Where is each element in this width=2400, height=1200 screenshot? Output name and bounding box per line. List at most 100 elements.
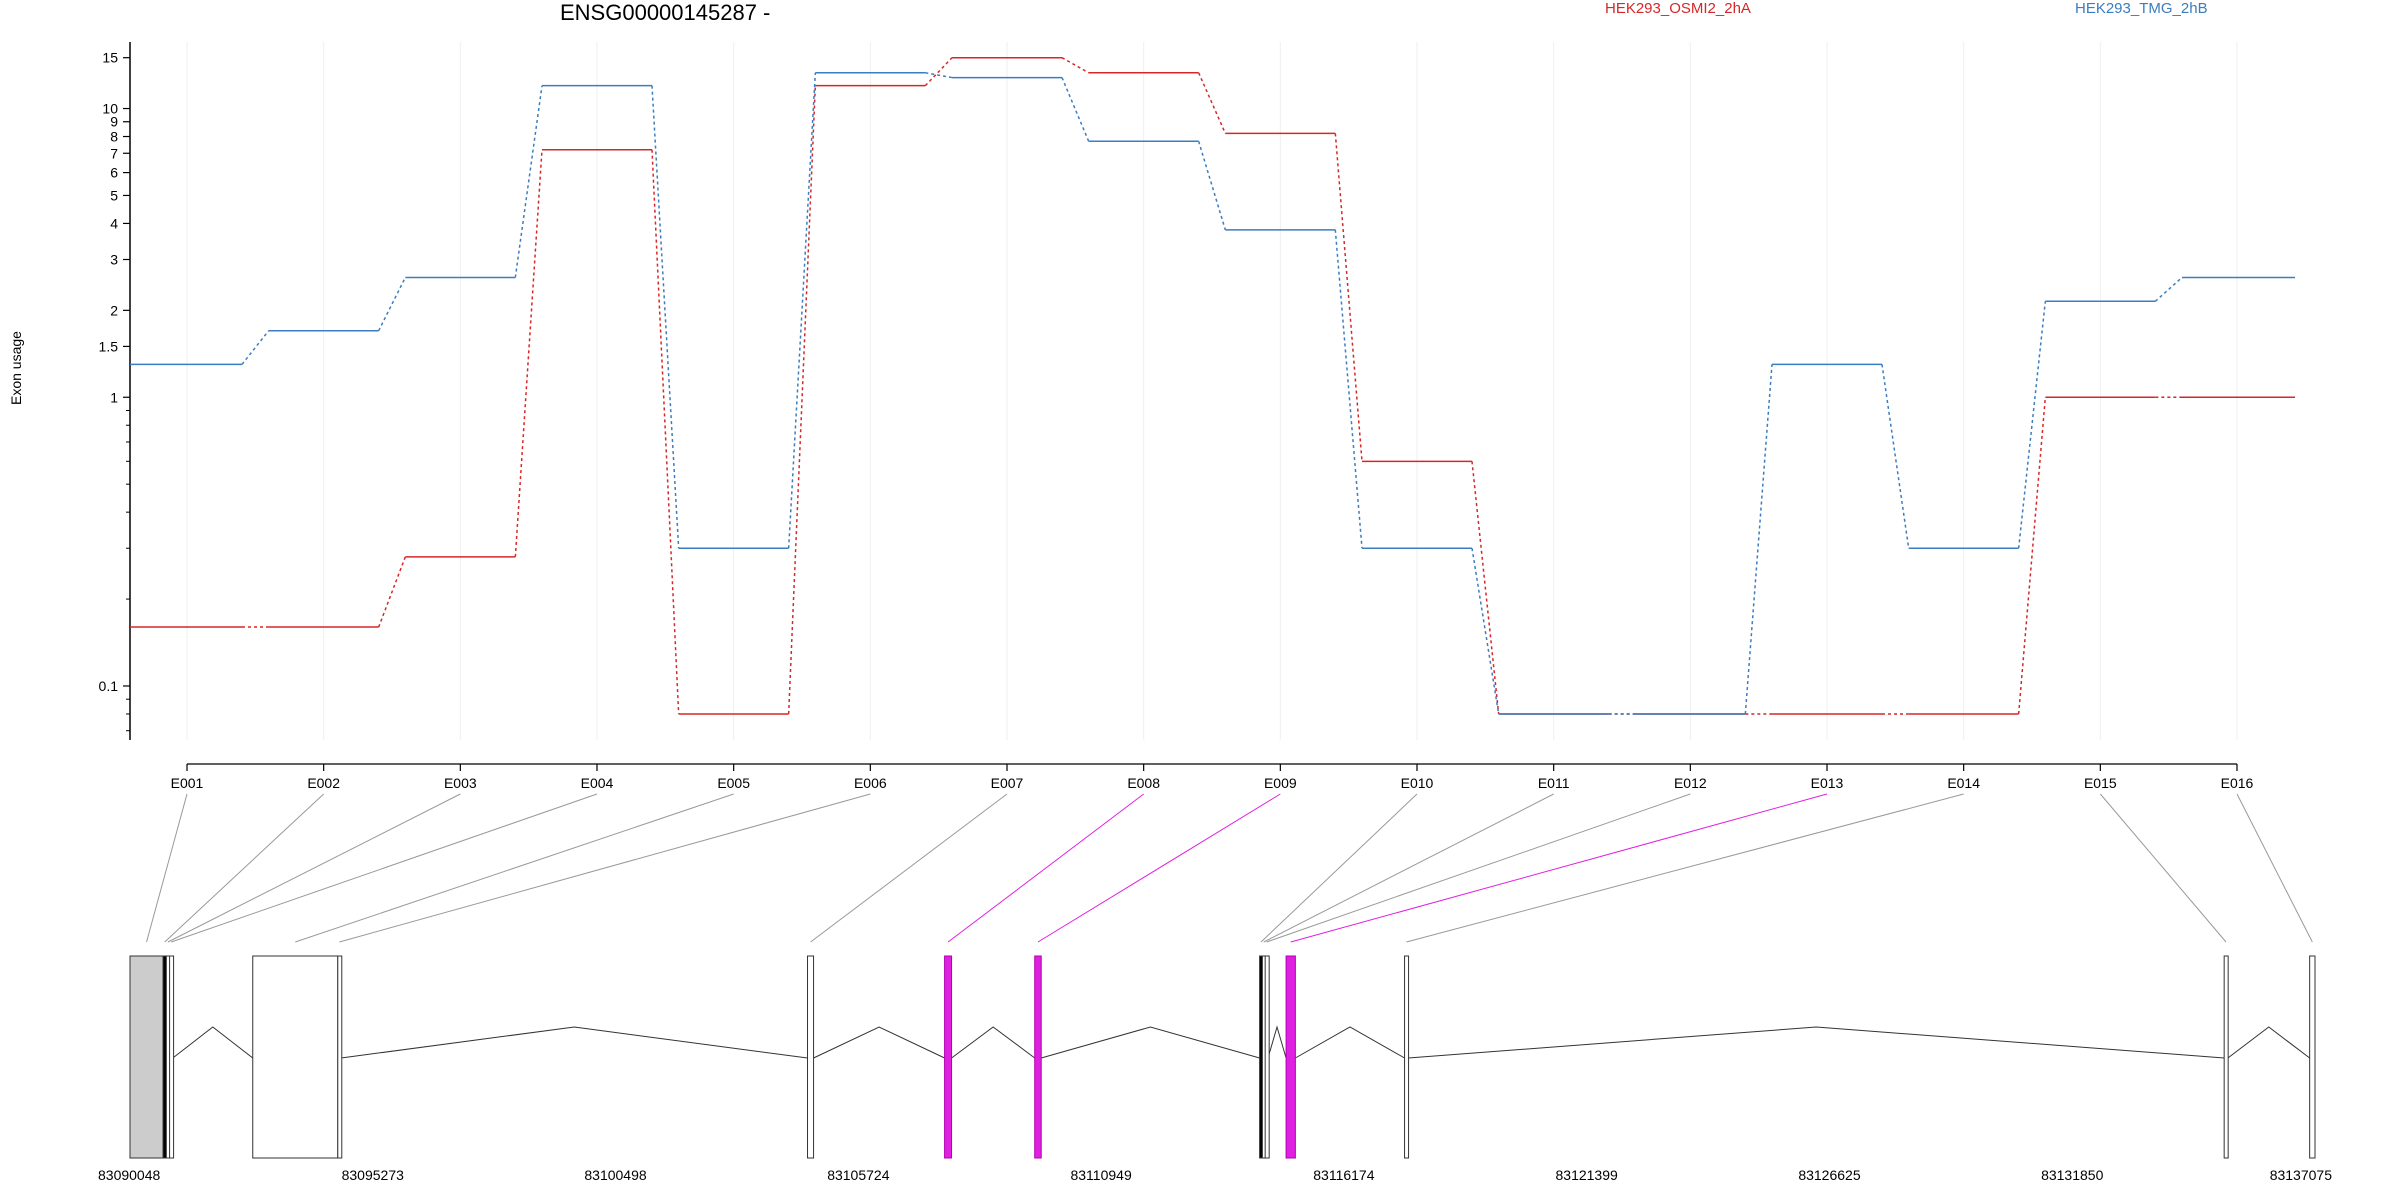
x-tick-label: E009 [1264, 775, 1297, 791]
series-2-connector [241, 330, 270, 365]
genomic-coordinate-label: 83090048 [98, 1167, 161, 1183]
series-2-connector [1197, 141, 1227, 231]
y-tick-label: 1.5 [99, 338, 119, 354]
exon-connector-line [146, 793, 188, 943]
exon-connector-line [2236, 793, 2313, 943]
genomic-coordinate-label: 83121399 [1556, 1167, 1619, 1183]
x-tick-label: E003 [444, 775, 477, 791]
intron-line [1267, 1025, 1287, 1059]
exon-box [252, 955, 339, 1159]
genomic-coordinate-label: 83105724 [827, 1167, 890, 1183]
genomic-coordinate-label: 83095273 [342, 1167, 405, 1183]
series-2-connector [377, 277, 407, 332]
y-tick-label: 7 [110, 145, 118, 161]
x-tick-label: E012 [1674, 775, 1707, 791]
intron-line [951, 1026, 1036, 1059]
exon-box [2223, 955, 2229, 1159]
series-1-connector [1471, 461, 1500, 715]
x-tick-label: E005 [717, 775, 750, 791]
series-2-connector [1334, 229, 1363, 549]
y-tick-label: 5 [110, 187, 118, 203]
intron-line [1408, 1026, 2225, 1059]
intron-line [1295, 1026, 1405, 1059]
exon-box [2309, 955, 2316, 1159]
exon-box [807, 955, 815, 1159]
series-1-connector [651, 149, 680, 714]
exon-connector-line [2099, 793, 2227, 943]
exon-connector-line [164, 793, 325, 943]
x-tick-label: E013 [1811, 775, 1844, 791]
exon-connector-line [339, 793, 871, 943]
series-1-connector [787, 85, 817, 714]
y-tick-label: 8 [110, 129, 118, 145]
exon-connector-line [167, 793, 461, 943]
legend-series-2: HEK293_TMG_2hB [2075, 0, 2208, 17]
exon-box [1034, 955, 1042, 1159]
x-tick-label: E007 [991, 775, 1024, 791]
exon-box [169, 955, 175, 1159]
exon-connector-line [295, 793, 734, 943]
intron-line [172, 1026, 254, 1059]
x-tick-label: E011 [1538, 775, 1570, 791]
genomic-coordinate-label: 83110949 [1070, 1167, 1131, 1183]
chart-title: ENSG00000145287 - [560, 0, 771, 25]
series-2-connector [925, 72, 953, 79]
series-1-connector [1197, 72, 1227, 134]
exon-connector-line [171, 793, 598, 943]
exon-connector-line [1037, 793, 1281, 943]
genomic-coordinate-label: 83137075 [2270, 1167, 2333, 1183]
y-tick-label: 3 [110, 252, 118, 268]
y-tick-label: 15 [102, 50, 118, 66]
x-tick-label: E010 [1401, 775, 1434, 791]
legend-series-1: HEK293_OSMI2_2hA [1605, 0, 1751, 17]
exon-box [337, 955, 343, 1159]
intron-line [1041, 1026, 1260, 1059]
genomic-coordinate-label: 83126625 [1798, 1167, 1861, 1183]
x-tick-label: E014 [1947, 775, 1980, 791]
series-1-connector [514, 149, 543, 557]
genomic-coordinate-label: 83100498 [584, 1167, 647, 1183]
series-1-connector [924, 57, 953, 87]
series-2-connector [1881, 364, 1910, 549]
x-tick-label: E016 [2221, 775, 2254, 791]
x-tick-label: E008 [1127, 775, 1160, 791]
x-tick-label: E004 [581, 775, 614, 791]
genomic-coordinate-label: 83116174 [1313, 1167, 1374, 1183]
exon-box [1285, 955, 1296, 1159]
intron-line [813, 1026, 945, 1059]
exon-connector-line [1260, 793, 1418, 943]
exon-connector-line [1290, 793, 1828, 943]
series-1-connector [1061, 57, 1090, 74]
exon-box [1404, 955, 1410, 1159]
series-2-connector [2154, 276, 2183, 302]
x-tick-label: E002 [307, 775, 340, 791]
series-2-connector [651, 85, 680, 549]
exon-connector-line [810, 793, 1008, 943]
y-tick-label: 4 [110, 215, 118, 231]
y-tick-label: 2 [110, 302, 118, 318]
series-2-connector [2017, 301, 2047, 549]
series-2-connector [514, 85, 543, 278]
exon-box [1264, 955, 1270, 1159]
x-tick-label: E006 [854, 775, 887, 791]
genomic-coordinate-label: 83131850 [2041, 1167, 2104, 1183]
intron-line [340, 1026, 808, 1059]
exon-connector-line [1263, 793, 1554, 943]
y-tick-label: 1 [110, 389, 118, 405]
exon-box [944, 955, 953, 1159]
x-tick-label: E015 [2084, 775, 2117, 791]
series-2-connector [1744, 364, 1773, 715]
series-1-connector [2017, 397, 2047, 715]
series-2-connector [1471, 548, 1500, 715]
intron-line [2227, 1026, 2310, 1059]
x-tick-label: E001 [171, 775, 204, 791]
series-2-connector [787, 72, 817, 549]
y-tick-label: 10 [102, 101, 118, 117]
series-1-connector [1334, 133, 1363, 462]
y-tick-label: 0.1 [99, 678, 119, 694]
y-tick-label: 6 [110, 165, 118, 181]
exon-box [129, 955, 164, 1159]
series-1-connector [377, 556, 407, 628]
